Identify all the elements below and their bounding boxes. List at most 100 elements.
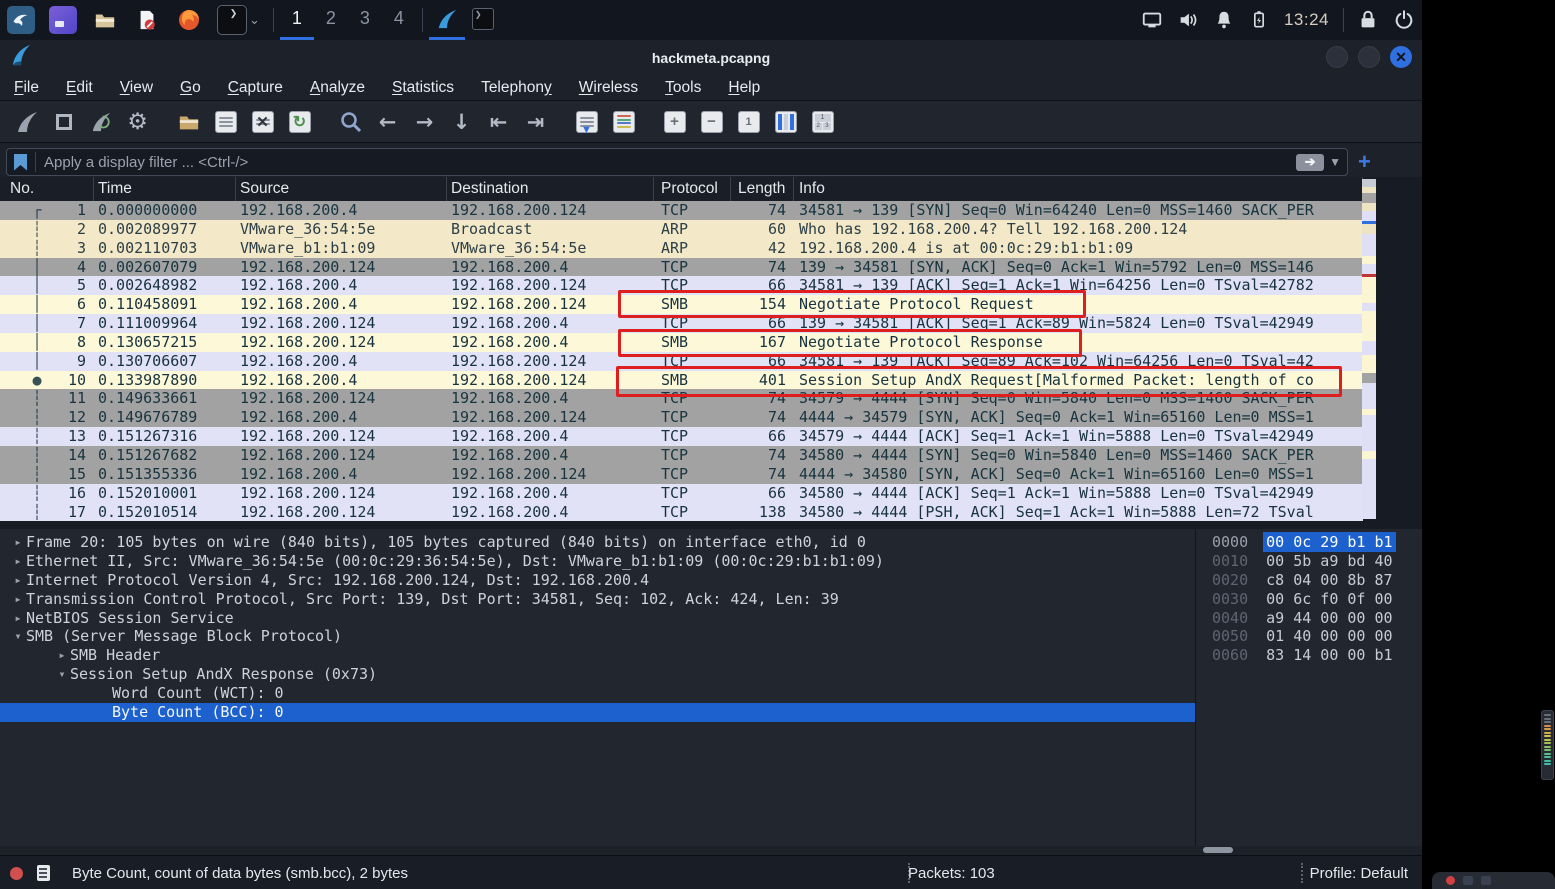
menu-tools[interactable]: Tools: [665, 78, 702, 96]
column-header-protocol[interactable]: Protocol: [654, 177, 731, 201]
detail-line-1[interactable]: ▸ Ethernet II, Src: VMware_36:54:5e (00:0…: [0, 552, 1195, 571]
packet-row-2[interactable]: 2 ┆ 0.002089977 VMware_36:54:5e Broadcast ARP…: [0, 219, 1363, 239]
filter-bookmark-icon[interactable]: [14, 153, 27, 171]
packet-row-5[interactable]: 5 │ 0.002648982 192.168.200.4 192.168.200.12…: [0, 276, 1363, 296]
window-titlebar[interactable]: hackmeta.pcapng ✕: [0, 40, 1422, 75]
menu-analyze[interactable]: Analyze: [309, 78, 366, 96]
detail-line-6[interactable]: ▸ SMB Header: [0, 646, 1195, 665]
packet-row-13[interactable]: 13 ┆ 0.151267316 192.168.200.124 192.168.200…: [0, 427, 1363, 446]
packet-row-1[interactable]: 1 ┌ 0.000000000 192.168.200.4 192.168.200.12…: [0, 201, 1363, 220]
display-filter-input[interactable]: Apply a display filter ... <Ctrl-/> ➔ ▼: [6, 148, 1348, 176]
text-editor-icon[interactable]: [126, 0, 168, 40]
go-forward-icon[interactable]: →: [415, 109, 434, 134]
menu-file[interactable]: File: [14, 78, 39, 96]
hex-row-0020[interactable]: 0020 c8 04 00 8b 87: [1196, 571, 1422, 590]
detail-line-8[interactable]: Word Count (WCT): 0: [0, 684, 1195, 703]
detail-line-0[interactable]: ▸ Frame 20: 105 bytes on wire (840 bits),…: [0, 533, 1195, 552]
packet-row-17[interactable]: 17 ┆ 0.152010514 192.168.200.124 192.168.200…: [0, 502, 1363, 522]
find-packet-icon[interactable]: [336, 106, 365, 138]
go-back-icon[interactable]: ←: [378, 109, 397, 134]
battery-icon[interactable]: [1242, 0, 1276, 40]
filter-dropdown-caret[interactable]: ▼: [1329, 155, 1341, 169]
column-header-no[interactable]: No.: [0, 177, 94, 201]
lock-icon[interactable]: [1350, 0, 1386, 40]
workspace-4[interactable]: 4: [393, 8, 404, 28]
packet-row-3[interactable]: 3 ┆ 0.002110703 VMware_b1:b1:09 VMware_36:54…: [0, 238, 1363, 258]
capture-stop-icon[interactable]: [49, 106, 78, 138]
power-icon[interactable]: [1386, 0, 1422, 40]
add-filter-button[interactable]: +: [1358, 149, 1371, 174]
packet-row-8[interactable]: 8 │ 0.130657215 192.168.200.124 192.168.200.…: [0, 332, 1363, 352]
menu-wireless[interactable]: Wireless: [578, 78, 639, 96]
auto-scroll-icon[interactable]: ▼: [572, 106, 601, 138]
column-header-info[interactable]: Info: [794, 177, 1363, 201]
go-to-packet-icon[interactable]: ↓: [452, 109, 471, 134]
packet-row-12[interactable]: 12 ┆ 0.149676789 192.168.200.4 192.168.200.1…: [0, 408, 1363, 428]
zoom-reset-icon[interactable]: 1: [734, 106, 763, 138]
hex-row-0000[interactable]: 0000 00 0c 29 b1 b1: [1196, 532, 1422, 552]
hex-row-0040[interactable]: 0040 a9 44 00 00 00: [1196, 609, 1422, 628]
menu-statistics[interactable]: Statistics: [392, 78, 455, 96]
maximize-button[interactable]: [1358, 46, 1380, 68]
packet-row-10[interactable]: 10 ● 0.133987890 192.168.200.4 192.168.200.1…: [0, 370, 1363, 390]
terminal-window-icon[interactable]: ❯: [465, 0, 501, 40]
detail-line-7[interactable]: ▾ Session Setup AndX Response (0x73): [0, 665, 1195, 684]
close-file-icon[interactable]: ✕: [248, 106, 277, 138]
menu-telephony[interactable]: Telephony: [481, 78, 552, 96]
workspace-2[interactable]: 2: [325, 8, 336, 28]
expander-icon[interactable]: ▸: [14, 591, 22, 606]
column-header-source[interactable]: Source: [236, 177, 447, 201]
detail-line-2[interactable]: ▸ Internet Protocol Version 4, Src: 192.1…: [0, 571, 1195, 590]
detail-line-4[interactable]: ▸ NetBIOS Session Service: [0, 609, 1195, 628]
wireshark-taskbar-icon[interactable]: [428, 0, 465, 40]
go-first-icon[interactable]: ⇤: [489, 109, 508, 134]
menu-view[interactable]: View: [119, 78, 154, 96]
hex-row-0050[interactable]: 0050 01 40 00 00 00: [1196, 627, 1422, 646]
go-last-icon[interactable]: ⇥: [526, 109, 545, 134]
volume-icon[interactable]: [1170, 0, 1206, 40]
colorize-icon[interactable]: [609, 106, 638, 138]
workspace-3[interactable]: 3: [359, 8, 370, 28]
workspace-1[interactable]: 1: [279, 0, 314, 40]
packet-row-15[interactable]: 15 ┆ 0.151355336 192.168.200.4 192.168.200.1…: [0, 464, 1363, 484]
files-app-icon[interactable]: [42, 0, 84, 40]
menu-help[interactable]: Help: [728, 78, 761, 96]
detail-line-9[interactable]: Byte Count (BCC): 0: [0, 703, 1195, 722]
capture-comment-icon[interactable]: [37, 865, 50, 881]
apply-filter-button[interactable]: ➔: [1296, 153, 1325, 171]
detail-line-3[interactable]: ▸ Transmission Control Protocol, Src Port…: [0, 590, 1195, 609]
menu-capture[interactable]: Capture: [227, 78, 283, 96]
packet-list-minimap[interactable]: [1362, 179, 1376, 519]
zoom-in-icon[interactable]: +: [660, 106, 689, 138]
file-manager-icon[interactable]: [84, 0, 126, 40]
terminal-icon[interactable]: ❯ ⌄: [210, 0, 267, 40]
hex-row-0030[interactable]: 0030 00 6c f0 0f 00: [1196, 590, 1422, 609]
menu-edit[interactable]: Edit: [65, 78, 93, 96]
display-icon[interactable]: [1134, 0, 1170, 40]
save-file-icon[interactable]: [211, 106, 240, 138]
resize-columns-icon[interactable]: [771, 106, 800, 138]
kali-menu-icon[interactable]: [0, 0, 42, 40]
packet-row-14[interactable]: 14 ┆ 0.151267682 192.168.200.124 192.168.200…: [0, 445, 1363, 465]
packet-row-11[interactable]: 11 ┆ 0.149633661 192.168.200.124 192.168.200…: [0, 389, 1363, 409]
status-profile[interactable]: Profile: Default: [1309, 864, 1408, 882]
detail-line-5[interactable]: ▾ SMB (Server Message Block Protocol): [0, 627, 1195, 646]
packet-row-7[interactable]: 7 │ 0.111009964 192.168.200.124 192.168.200.…: [0, 314, 1363, 333]
clock[interactable]: 13:24: [1283, 10, 1329, 29]
expander-icon[interactable]: ▸: [14, 572, 22, 587]
column-header-destination[interactable]: Destination: [447, 177, 654, 201]
open-file-icon[interactable]: [174, 106, 203, 138]
capture-start-icon[interactable]: [12, 106, 41, 138]
column-header-time[interactable]: Time: [94, 177, 236, 201]
packet-row-6[interactable]: 6 │ 0.110458091 192.168.200.4 192.168.200.12…: [0, 295, 1363, 315]
menu-go[interactable]: Go: [180, 78, 201, 96]
expert-info-icon[interactable]: [10, 866, 23, 880]
capture-options-icon[interactable]: ⚙: [127, 108, 148, 135]
column-header-length[interactable]: Length: [731, 177, 794, 201]
firefox-icon[interactable]: [168, 0, 210, 40]
expander-icon[interactable]: ▾: [58, 667, 66, 682]
zoom-out-icon[interactable]: −: [697, 106, 726, 138]
expander-icon[interactable]: ▸: [14, 610, 22, 625]
hex-scrollbar-thumb[interactable]: [1203, 847, 1233, 853]
